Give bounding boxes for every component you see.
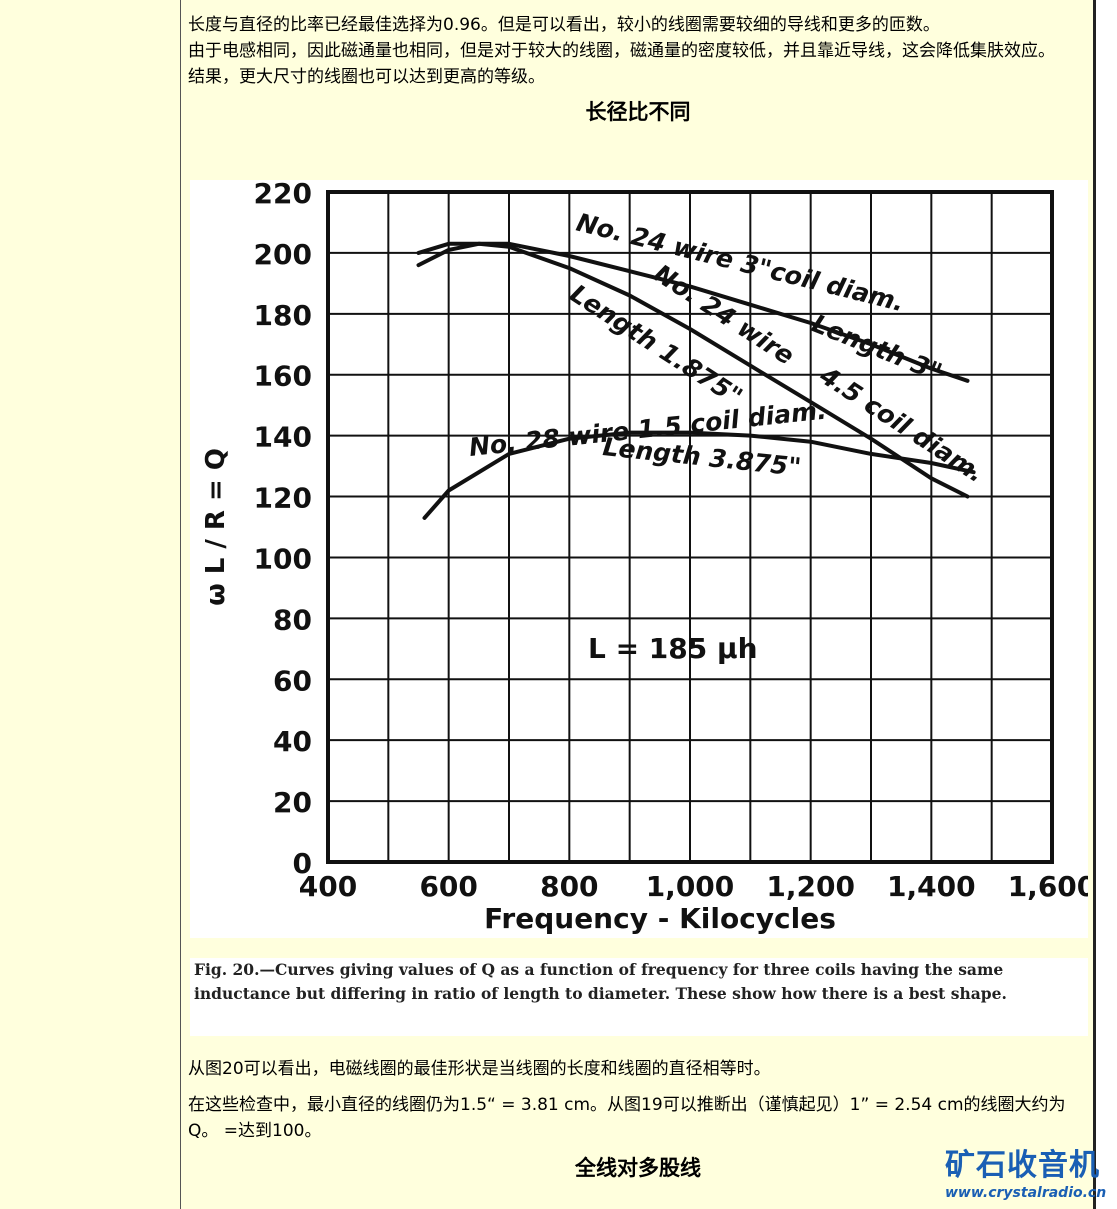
- y-tick-label: 20: [273, 786, 312, 819]
- y-tick-label: 40: [273, 725, 312, 758]
- site-watermark-logo: 矿石收音机 www.crystalradio.cn: [945, 1148, 1115, 1208]
- intro-paragraph: 长度与直径的比率已经最佳选择为0.96。但是可以看出，较小的线圈需要较细的导线和…: [188, 12, 1088, 90]
- series-line-3: [422, 430, 976, 520]
- caption-text: Fig. 20.—Curves giving values of Q as a …: [194, 960, 1007, 1003]
- x-tick-label: 600: [419, 870, 477, 903]
- y-tick-label: 180: [254, 299, 312, 332]
- paragraph: 在这些检查中，最小直径的线圈仍为1.5“ = 3.81 cm。从图19可以推断出…: [188, 1095, 1066, 1141]
- y-tick-label: 140: [254, 421, 312, 454]
- x-tick-label: 1,400: [887, 870, 976, 903]
- y-tick-label: 200: [254, 238, 312, 271]
- y-tick-label: 60: [273, 664, 312, 697]
- right-margin: [1096, 0, 1117, 1209]
- y-tick-label: 80: [273, 603, 312, 636]
- x-tick-label: 800: [540, 870, 598, 903]
- y-tick-label: 120: [254, 482, 312, 515]
- paragraph-line: 结果，更大尺寸的线圈也可以达到更高的等级。: [188, 67, 545, 87]
- figure-caption: Fig. 20.—Curves giving values of Q as a …: [190, 958, 1088, 1036]
- paragraph-line: 长度与直径的比率已经最佳选择为0.96。但是可以看出，较小的线圈需要较细的导线和…: [188, 15, 940, 35]
- x-tick-label: 400: [299, 870, 357, 903]
- series-line-2: [416, 241, 970, 499]
- y-tick-label: 220: [254, 180, 312, 210]
- x-tick-label: 1,600: [1008, 870, 1088, 903]
- q-frequency-chart: 0 20 40 60 80 100 120 140 160 180 200 220 400 600 800 1…: [201, 177, 1096, 935]
- left-column: [0, 0, 181, 1209]
- x-tick-label: 1,200: [766, 870, 855, 903]
- chart-annotation: L = 185 μh: [588, 632, 758, 665]
- y-tick-label: 160: [254, 360, 312, 393]
- logo-url: www.crystalradio.cn: [945, 1185, 1107, 1201]
- plot-frame: [326, 190, 1054, 864]
- section-heading: 长径比不同: [585, 100, 691, 124]
- logo-text: 矿石收音机: [945, 1148, 1100, 1183]
- paragraph-line: 由于电感相同，因此磁通量也相同，但是对于较大的线圈，磁通量的密度较低，并且靠近导…: [188, 41, 1055, 61]
- x-tick-label: 1,000: [646, 870, 735, 903]
- right-border: [1093, 0, 1096, 1209]
- figure-20-chart: 0 20 40 60 80 100 120 140 160 180 200 220 400 600 800 1…: [190, 177, 1096, 938]
- section-heading: 全线对多股线: [575, 1156, 701, 1180]
- y-tick-label: 100: [254, 542, 312, 575]
- paragraph: 从图20可以看出，电磁线圈的最佳形状是当线圈的长度和线圈的直径相等时。: [188, 1059, 771, 1079]
- article-bottom: 从图20可以看出，电磁线圈的最佳形状是当线圈的长度和线圈的直径相等时。 在这些检…: [188, 1056, 1088, 1182]
- y-tick-label: 0: [293, 847, 312, 880]
- y-axis-label: ω L / R = Q: [201, 448, 231, 606]
- x-axis-label: Frequency - Kilocycles: [484, 902, 836, 935]
- article-top: 长度与直径的比率已经最佳选择为0.96。但是可以看出，较小的线圈需要较细的导线和…: [188, 12, 1088, 126]
